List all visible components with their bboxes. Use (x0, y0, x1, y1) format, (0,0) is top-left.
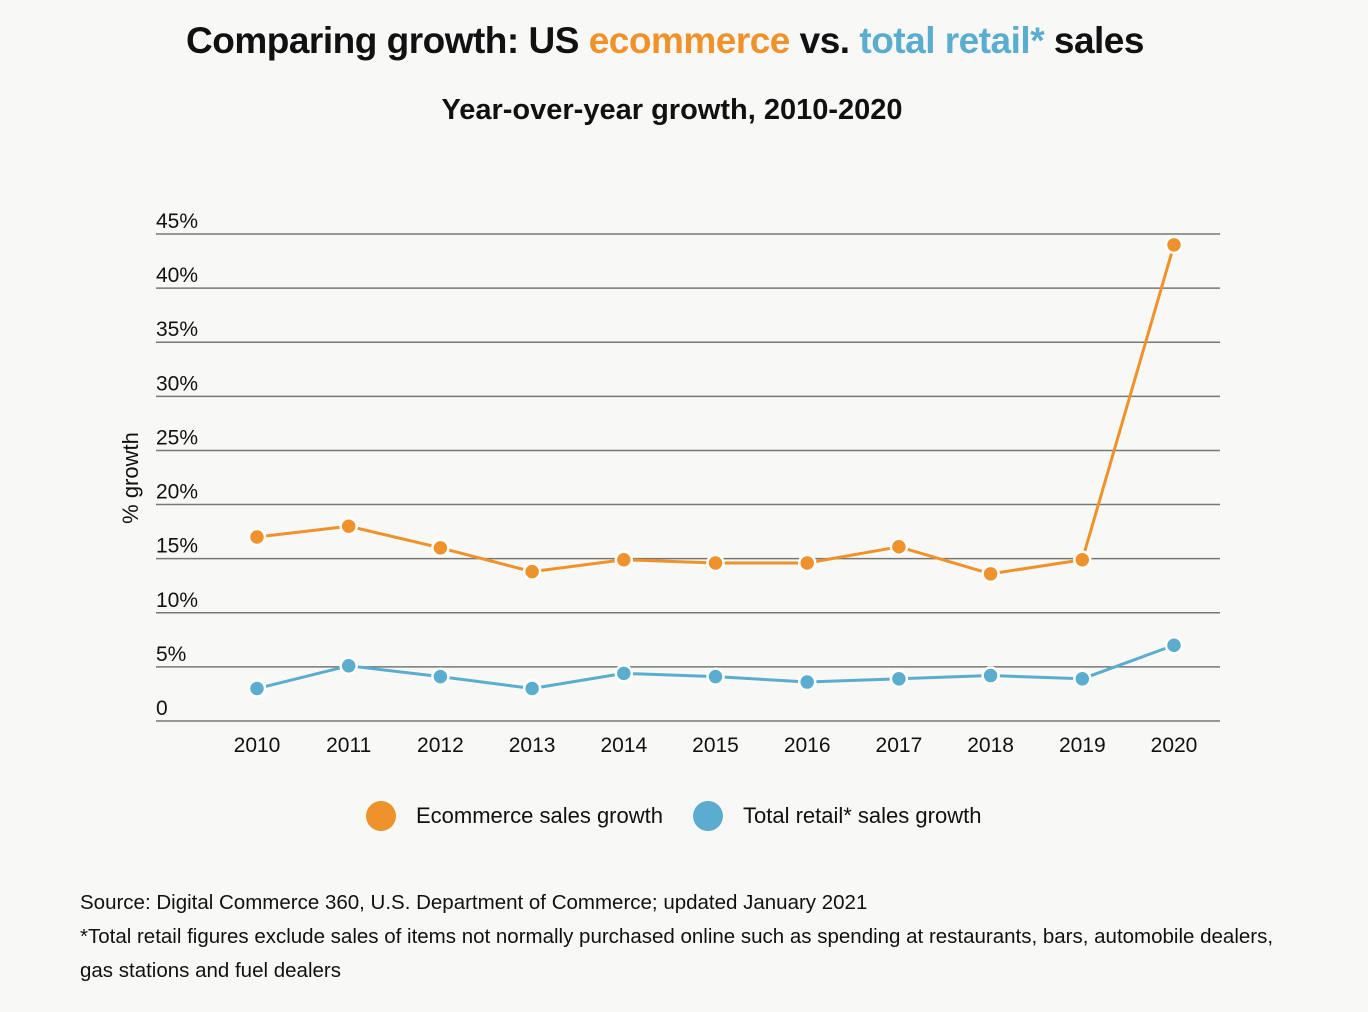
data-point (614, 664, 634, 683)
data-point (797, 553, 817, 573)
legend-label-retail: Total retail* sales growth (742, 803, 982, 828)
title-part-2: vs. (789, 20, 860, 61)
data-point (522, 679, 542, 698)
data-point (339, 656, 358, 676)
source-note: Source: Digital Commerce 360, U.S. Depar… (80, 891, 868, 914)
data-point (614, 550, 634, 569)
y-axis-label: % growth (118, 432, 143, 524)
series-retail (247, 635, 1184, 698)
data-point (981, 666, 1000, 685)
y-tick-label: 35% (156, 318, 198, 341)
x-tick-label: 2019 (1059, 734, 1106, 757)
data-point (1073, 669, 1092, 689)
legend-marker-ecommerce (366, 801, 396, 831)
retail-definition-note: *Total retail figures exclude sales of i… (80, 925, 1274, 982)
title-ecommerce: ecommerce (588, 20, 791, 61)
legend-item-retail: Total retail* sales growth (692, 801, 982, 831)
footnotes: Source: Digital Commerce 360, U.S. Depar… (80, 886, 1300, 988)
y-tick-label: 40% (156, 264, 198, 287)
data-point (247, 679, 267, 698)
data-point (1073, 550, 1092, 569)
y-tick-label: 15% (156, 535, 198, 558)
y-tick-label: 0 (156, 697, 168, 720)
legend-marker-retail (692, 801, 723, 831)
y-tick-label: 10% (156, 589, 198, 612)
x-tick-label: 2013 (509, 734, 556, 757)
x-tick-label: 2011 (326, 734, 371, 757)
gridlines (156, 233, 1220, 722)
title-part-3: sales (1044, 20, 1145, 61)
data-point (981, 564, 1000, 584)
series-line (256, 244, 1176, 576)
data-point (797, 672, 817, 692)
data-point (706, 553, 725, 573)
x-axis-ticks: 2010 2011 2012 2013 2014 2015 2016 2017 2018 2019… (234, 734, 1198, 757)
y-tick-label: 45% (156, 210, 198, 233)
series-layer (247, 235, 1184, 698)
series-ecommerce (247, 235, 1184, 584)
x-tick-label: 2010 (234, 734, 281, 757)
data-point (1164, 235, 1184, 255)
chart-legend: Ecommerce sales growth Total retail* sal… (366, 801, 1011, 831)
y-tick-label: 20% (156, 481, 198, 504)
x-tick-label: 2014 (600, 734, 647, 757)
data-point (889, 669, 909, 689)
x-tick-label: 2017 (876, 734, 923, 757)
line-chart: 0 5% 10% 15% 20% 25% 30% 35% 40% 45% 2010 2011 2012… (118, 210, 1220, 757)
y-tick-label: 25% (156, 426, 198, 449)
data-point (522, 562, 542, 581)
data-point (431, 538, 450, 558)
x-tick-label: 2012 (417, 734, 464, 757)
chart-title: Comparing growth: US ecommerce vs. total… (0, 20, 1330, 62)
y-tick-label: 30% (156, 372, 198, 395)
title-part-1: Comparing growth: US (186, 20, 589, 61)
y-tick-label: 5% (156, 643, 186, 666)
data-point (339, 516, 358, 536)
chart-subtitle: Year-over-year growth, 2010-2020 (441, 94, 903, 126)
data-point (247, 527, 267, 547)
legend-label-ecommerce: Ecommerce sales growth (416, 803, 663, 828)
x-tick-label: 2016 (784, 734, 831, 757)
y-axis-ticks: 0 5% 10% 15% 20% 25% 30% 35% 40% 45% (156, 210, 198, 720)
data-point (431, 667, 450, 686)
data-point (706, 667, 725, 686)
x-tick-label: 2020 (1151, 734, 1198, 757)
legend-item-ecommerce: Ecommerce sales growth (366, 801, 663, 831)
x-tick-label: 2015 (692, 734, 739, 757)
data-point (889, 537, 909, 557)
data-point (1164, 635, 1184, 655)
x-tick-label: 2018 (967, 734, 1014, 757)
title-retail: total retail* (859, 20, 1045, 61)
